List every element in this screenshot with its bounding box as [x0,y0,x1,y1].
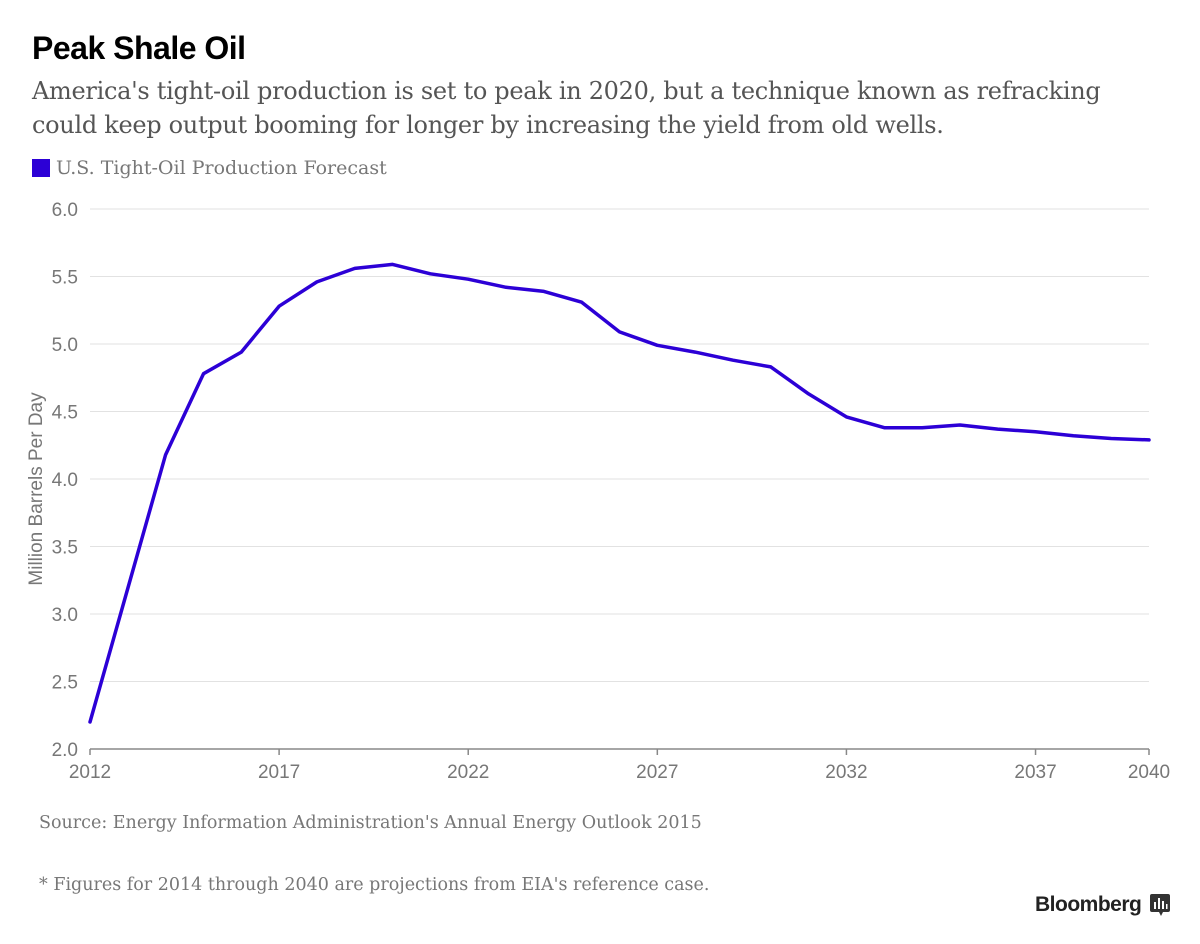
y-tick-label: 4.0 [52,470,78,491]
y-tick-label: 4.5 [52,403,78,424]
source-note: Source: Energy Information Administratio… [39,813,702,833]
y-tick-label: 5.0 [52,335,78,356]
legend: U.S. Tight-Oil Production Forecast [32,157,387,179]
x-tick-label: 2022 [447,762,489,783]
y-tick-label: 2.5 [52,673,78,694]
y-tick-label: 2.0 [52,740,78,761]
y-tick-label: 6.0 [52,200,78,221]
legend-label: U.S. Tight-Oil Production Forecast [56,157,387,179]
x-tick-label: 2032 [825,762,867,783]
y-tick-label: 5.5 [52,268,78,289]
brand-logo: Bloomberg [1035,893,1171,917]
series-line-tight-oil [88,262,1151,724]
x-axis-ticks: 2012 2017 2022 2027 2032 2037 2040 [69,749,1170,783]
x-tick-label: 2012 [69,762,111,783]
x-tick-label: 2040 [1128,762,1170,783]
chart-subtitle: America's tight-oil production is set to… [32,77,1101,139]
grid-lines [90,208,1149,682]
y-tick-label: 3.0 [52,605,78,626]
legend-swatch [32,159,50,177]
y-axis-ticks: 2.0 2.5 3.0 3.5 4.0 4.5 5.0 5.5 6.0 [52,200,78,761]
brand-name: Bloomberg [1035,893,1142,916]
y-tick-label: 3.5 [52,538,78,559]
footnote: * Figures for 2014 through 2040 are proj… [39,875,710,895]
chart-title: Peak Shale Oil [32,30,246,66]
bloomberg-chart-icon [1150,894,1171,916]
x-tick-label: 2017 [258,762,300,783]
x-tick-label: 2037 [1014,762,1056,783]
y-axis-label: Million Barrels Per Day [26,392,47,586]
x-tick-label: 2027 [636,762,678,783]
